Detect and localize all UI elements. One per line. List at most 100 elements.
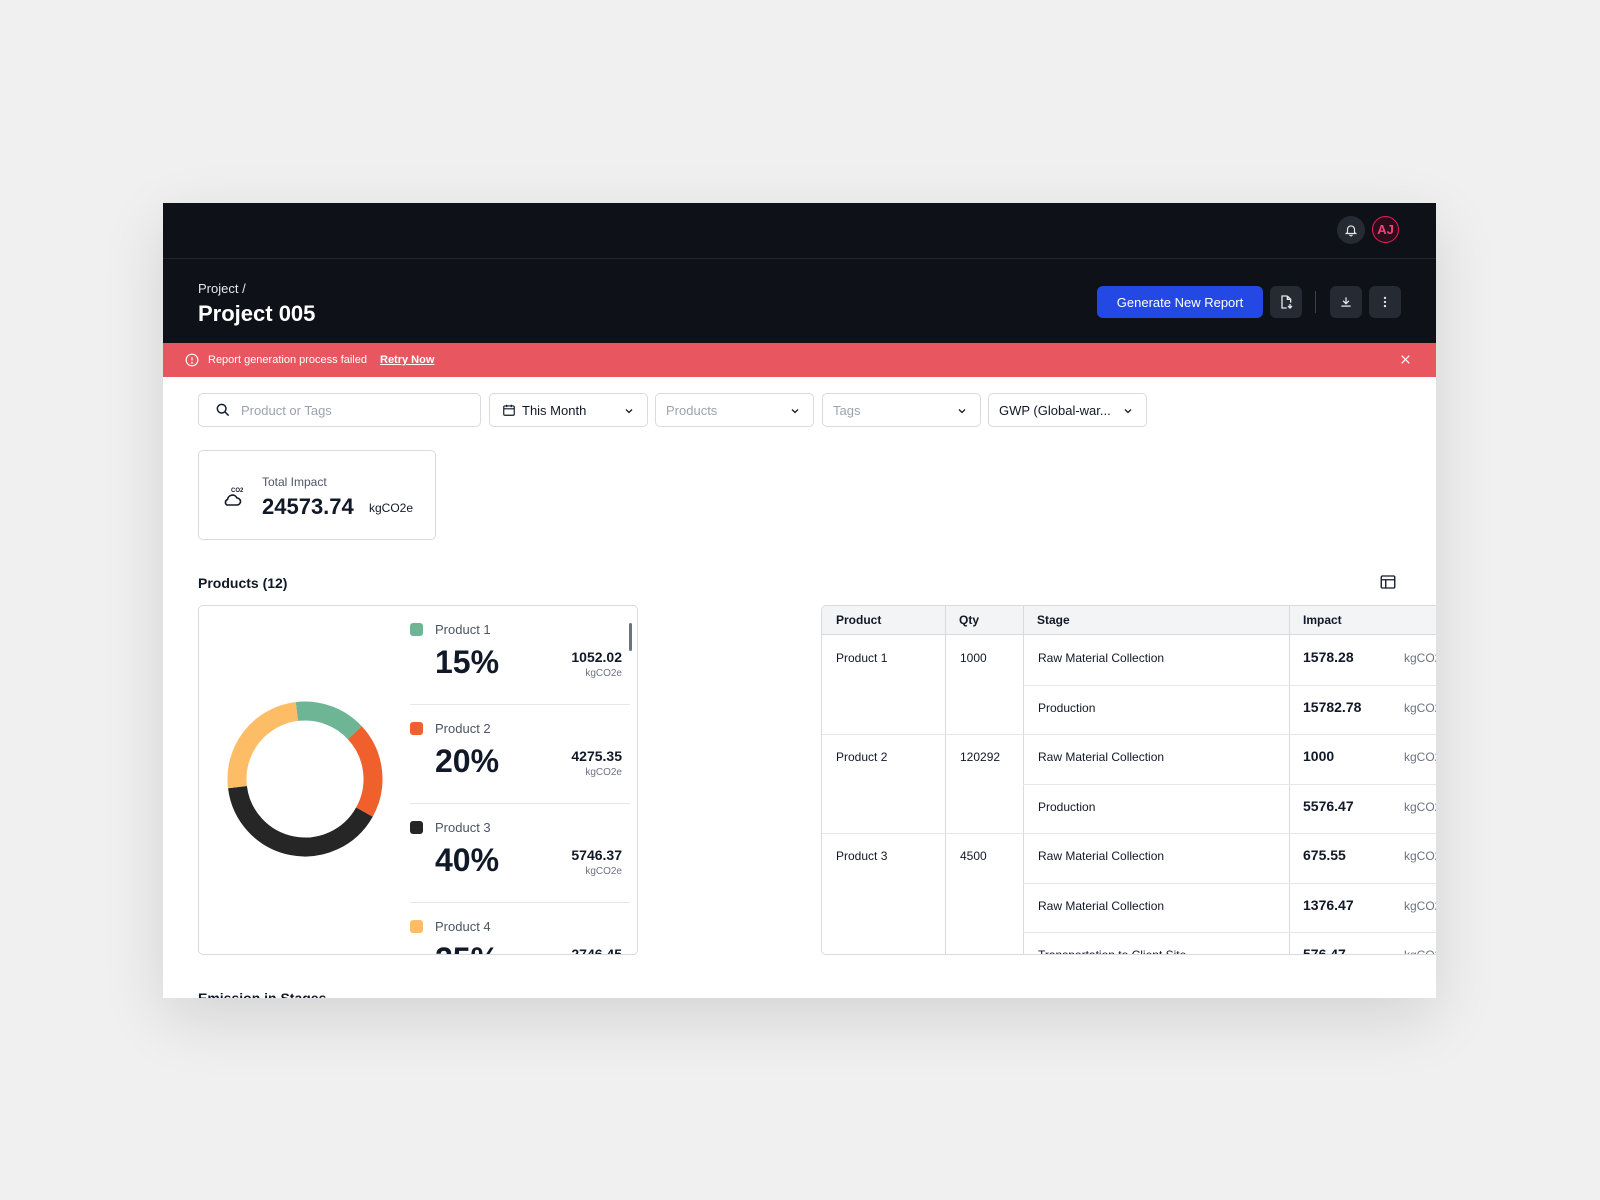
donut-slice-1[interactable] [295, 701, 362, 740]
column-header-qty[interactable]: Qty [945, 606, 1023, 635]
legend-product-name: Product 4 [435, 919, 491, 934]
notification-button[interactable] [1337, 216, 1365, 244]
metric-filter[interactable]: GWP (Global-war... [988, 393, 1147, 427]
legend-swatch [410, 920, 423, 933]
products-section-title: Products (12) [198, 575, 288, 591]
generate-report-button[interactable]: Generate New Report [1097, 286, 1263, 318]
legend-product-name: Product 1 [435, 622, 491, 637]
chevron-down-icon [625, 409, 633, 414]
total-impact-unit: kgCO2e [369, 501, 414, 515]
legend-swatch [410, 821, 423, 834]
legend-percent: 25% [435, 941, 499, 954]
legend-divider [410, 704, 630, 705]
donut-slice-3[interactable] [228, 785, 373, 857]
chevron-down-icon [958, 409, 966, 414]
row-divider [1023, 932, 1436, 933]
search-input[interactable]: Product or Tags [198, 393, 481, 427]
header-divider [1315, 291, 1316, 313]
cell-impact: 1578.28 [1303, 649, 1354, 665]
cell-product: Product 1 [836, 651, 888, 665]
legend-impact: 2746.45 [571, 946, 622, 955]
error-alert: Report generation process failed Retry N… [163, 343, 1436, 377]
row-divider [822, 833, 1436, 834]
co2-cloud-icon: CO2 [224, 488, 244, 506]
chevron-down-icon [791, 409, 799, 414]
close-icon[interactable] [1399, 353, 1412, 366]
download-button[interactable] [1330, 286, 1362, 318]
products-filter[interactable]: Products [655, 393, 814, 427]
table-layout-icon[interactable] [1379, 573, 1397, 591]
tags-filter[interactable]: Tags [822, 393, 981, 427]
legend-divider [410, 902, 630, 903]
cell-stage: Production [1038, 700, 1096, 715]
cell-impact: 15782.78 [1303, 698, 1362, 715]
app-window: AJ Project / Project 005 Generate New Re… [163, 203, 1436, 998]
avatar[interactable]: AJ [1372, 216, 1399, 243]
products-chart-panel: Product 1 15% 1052.02 kgCO2e Product 2 20% 427… [198, 605, 638, 955]
cell-stage: Raw Material Collection [1038, 651, 1165, 665]
column-divider [945, 606, 946, 954]
cell-stage: Raw Material Collection [1038, 849, 1165, 863]
date-filter[interactable]: This Month [489, 393, 648, 427]
cell-qty: 120292 [960, 750, 1001, 764]
cell-impact: 675.55 [1303, 847, 1346, 863]
alert-message: Report generation process failed [208, 354, 367, 366]
column-header-impact[interactable]: Impact [1289, 606, 1436, 635]
download-icon [1341, 297, 1351, 307]
column-divider [1023, 606, 1024, 954]
legend-item: Product 1 15% 1052.02 kgCO2e [410, 606, 630, 705]
cell-impact: 1376.47 [1303, 896, 1354, 913]
cell-unit: kgCO2e [1404, 700, 1436, 715]
cell-impact: 5576.47 [1303, 797, 1354, 814]
legend-item: Product 425%2746.45kgCO2e [410, 903, 630, 955]
bell-icon [1344, 225, 1358, 237]
row-divider [1023, 783, 1436, 785]
legend-percent: 20% [435, 743, 500, 779]
emission-stages-title: Emission in Stages [198, 990, 327, 998]
svg-text:CO2: CO2 [231, 488, 244, 494]
legend-percent: 15% [435, 644, 500, 680]
legend-percent: 40% [435, 842, 500, 878]
legend-item: Product 3 40% 5746.37 kgCO2e [410, 804, 630, 903]
cell-unit: kgCO2e [1404, 651, 1436, 665]
total-impact-value: 24573.74 [262, 494, 354, 519]
donut-slice-4[interactable] [227, 702, 299, 789]
donut-slice-2[interactable] [347, 726, 383, 817]
column-divider [1289, 606, 1290, 954]
legend-product-name: Product 2 [435, 721, 491, 736]
column-header-product[interactable]: Product [822, 606, 945, 635]
cell-stage: Transportation to Client Site [1038, 948, 1187, 955]
search-icon [216, 403, 230, 417]
cell-impact: 1000 [1303, 748, 1335, 764]
legend-scrollbar[interactable] [629, 623, 632, 651]
legend-unit: kgCO2e [585, 866, 622, 877]
products-table: ProductQtyStageImpactUncertaintyProduct … [821, 605, 1436, 955]
legend-unit: kgCO2e [585, 767, 622, 778]
cell-qty: 4500 [960, 849, 987, 863]
page-title: Project 005 [198, 301, 316, 326]
legend-swatch [410, 722, 423, 735]
total-impact-label: Total Impact [262, 475, 327, 489]
cell-impact: 576.47 [1303, 946, 1346, 955]
column-header-stage[interactable]: Stage [1023, 606, 1289, 635]
legend-product-name: Product 3 [435, 820, 491, 835]
legend-divider [410, 803, 630, 804]
donut-chart [227, 701, 383, 857]
tags-filter-placeholder: Tags [833, 402, 861, 418]
cell-unit: kgCO2e [1404, 750, 1436, 764]
cell-unit: kgCO2e [1404, 799, 1436, 814]
breadcrumb[interactable]: Project / [198, 281, 246, 296]
legend-impact: 4275.35 [571, 748, 622, 764]
cell-product: Product 2 [836, 750, 888, 764]
chevron-down-icon [1124, 409, 1132, 414]
date-filter-value: This Month [522, 402, 587, 418]
retry-link[interactable]: Retry Now [380, 354, 435, 366]
more-options-button[interactable] [1369, 286, 1401, 318]
export-file-button[interactable] [1270, 286, 1302, 318]
legend-item: Product 2 20% 4275.35 kgCO2e [410, 705, 630, 804]
calendar-icon [503, 404, 515, 416]
search-placeholder: Product or Tags [241, 402, 332, 418]
legend-impact: 5746.37 [571, 847, 622, 863]
total-impact-card: CO2 Total Impact 24573.74 kgCO2e [198, 450, 436, 540]
more-vertical-icon [1383, 296, 1387, 308]
